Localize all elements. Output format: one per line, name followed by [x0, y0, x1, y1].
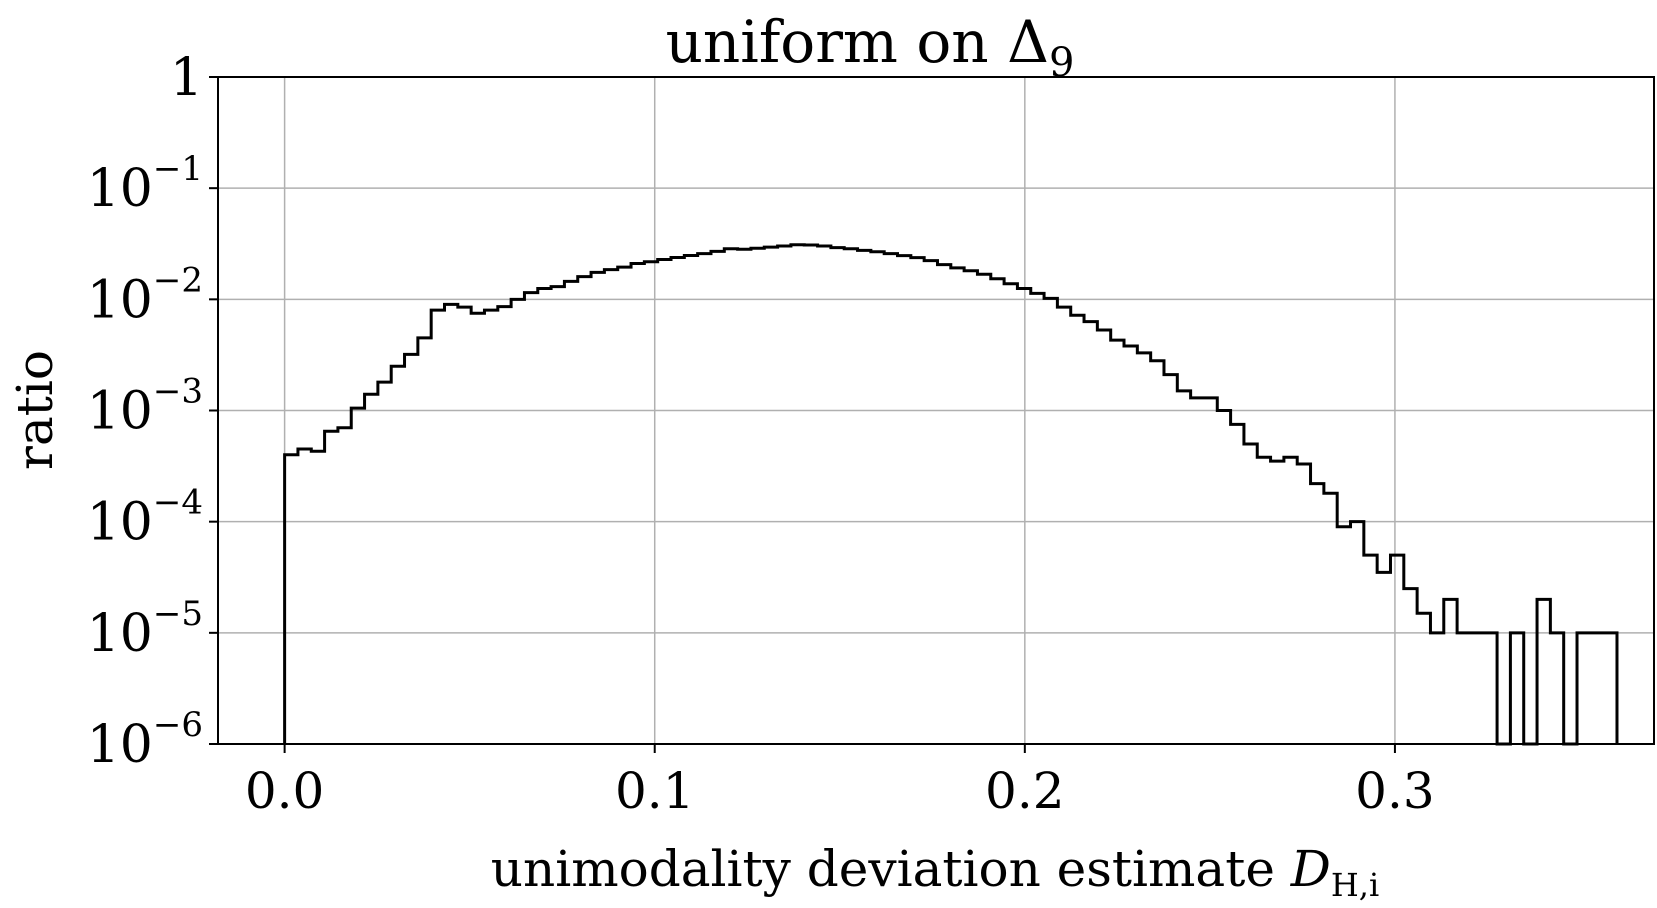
x-axis-label-subscript: H,i [1331, 866, 1379, 904]
chart-title: uniform on Δ9 [666, 8, 1075, 86]
y-tick-exponent: −4 [153, 483, 203, 523]
plot-frame [217, 76, 1655, 745]
y-tick-exponent: −2 [153, 260, 203, 300]
y-tick-label: 10−6 [87, 705, 203, 775]
y-tick-base: 10 [87, 159, 153, 219]
x-axis-ticks: 0.0 0.1 0.2 0.3 [245, 744, 1435, 820]
y-tick-label: 10−5 [87, 594, 203, 664]
x-tick-label: 0.3 [1355, 762, 1435, 820]
y-tick-base: 10 [87, 604, 153, 664]
y-tick-exponent: −5 [153, 594, 203, 634]
y-tick-base: 10 [87, 493, 153, 553]
histogram-step-line [283, 243, 1619, 746]
y-tick-base: 1 [170, 48, 203, 108]
x-tick-label: 0.1 [615, 762, 695, 820]
y-tick-base: 10 [87, 270, 153, 330]
y-axis-label: ratio [6, 350, 64, 470]
y-tick-label: 10−1 [87, 149, 203, 219]
y-tick-base: 10 [87, 715, 153, 775]
y-tick-base: 10 [87, 382, 153, 442]
x-tick-label: 0.0 [245, 762, 325, 820]
y-tick-label: 1 [170, 48, 203, 108]
y-tick-label: 10−2 [87, 260, 203, 330]
x-axis-label-symbol: D [1290, 840, 1331, 898]
y-tick-label: 10−4 [87, 483, 203, 553]
x-axis-label: unimodality deviation estimate DH,i [491, 840, 1379, 904]
x-axis-label-text: unimodality deviation estimate [491, 840, 1291, 898]
chart-title-subscript: 9 [1049, 40, 1074, 86]
y-tick-label: 10−3 [87, 372, 203, 442]
x-tick-label: 0.2 [985, 762, 1065, 820]
y-axis-ticks: 110−110−210−310−410−510−6 [87, 48, 218, 775]
grid-lines [218, 76, 1654, 745]
y-tick-exponent: −6 [153, 705, 203, 745]
y-tick-exponent: −3 [153, 372, 203, 412]
y-tick-exponent: −1 [153, 149, 203, 189]
